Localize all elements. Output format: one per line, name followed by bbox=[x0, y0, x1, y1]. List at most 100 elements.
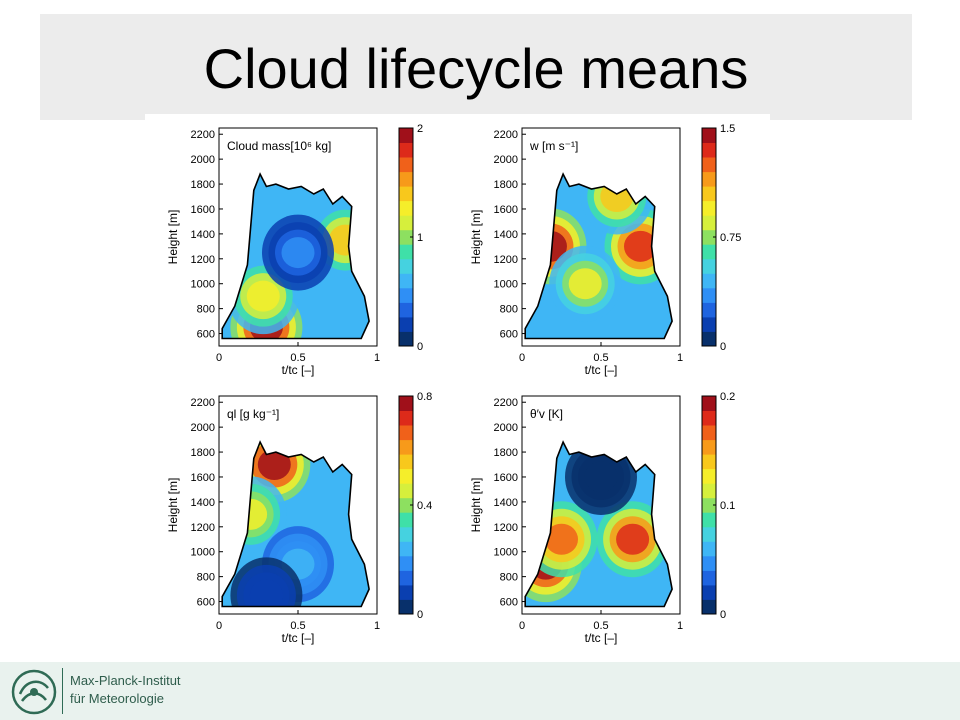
panel-title: Cloud mass[10⁶ kg] bbox=[227, 139, 331, 153]
colorbar-segment bbox=[702, 273, 716, 289]
footer: Max-Planck-Institut für Meteorologie bbox=[0, 662, 960, 720]
colorbar-segment bbox=[399, 302, 413, 318]
colorbar-segment bbox=[399, 244, 413, 260]
colorbar-tick-label: 2 bbox=[417, 123, 423, 135]
colorbar-segment bbox=[399, 273, 413, 289]
panel-title: w [m s⁻¹] bbox=[529, 139, 578, 153]
chart-panel-2: 600 800 1000 1200 1400 1600 1800 2000 2200 0 0.5 1 t… bbox=[469, 123, 741, 377]
x-tick-label: 0.5 bbox=[290, 352, 305, 364]
y-tick-label: 1800 bbox=[191, 447, 215, 459]
y-tick-label: 2000 bbox=[191, 422, 215, 434]
x-tick-label: 0 bbox=[519, 352, 525, 364]
colorbar-tick-label: 0.2 bbox=[720, 391, 735, 403]
x-axis-label: t/tc [–] bbox=[585, 363, 618, 377]
x-tick-label: 1 bbox=[677, 620, 683, 632]
colorbar-tick-label: 0.4 bbox=[417, 500, 432, 512]
colorbar-segment bbox=[702, 526, 716, 542]
colorbar-segment bbox=[399, 526, 413, 542]
y-tick-label: 1800 bbox=[494, 179, 518, 191]
colorbar-segment bbox=[702, 497, 716, 513]
y-tick-label: 600 bbox=[197, 597, 215, 609]
y-tick-label: 2000 bbox=[191, 154, 215, 166]
x-tick-label: 0 bbox=[519, 620, 525, 632]
y-tick-label: 800 bbox=[197, 304, 215, 316]
y-tick-label: 1800 bbox=[191, 179, 215, 191]
colorbar-tick-label: 0.8 bbox=[417, 391, 432, 403]
colorbar-segment bbox=[399, 287, 413, 303]
y-tick-label: 800 bbox=[500, 572, 518, 584]
colorbar-segment bbox=[702, 200, 716, 216]
colorbar-segment bbox=[399, 454, 413, 470]
cloud-outline bbox=[221, 172, 370, 340]
colorbar-segment bbox=[702, 541, 716, 557]
colorbar-segment bbox=[702, 142, 716, 158]
y-tick-label: 1000 bbox=[191, 547, 215, 559]
colorbar-segment bbox=[399, 584, 413, 600]
colorbar-segment bbox=[702, 570, 716, 586]
y-tick-label: 2200 bbox=[191, 129, 215, 141]
y-tick-label: 1600 bbox=[191, 472, 215, 484]
y-axis-label: Height [m] bbox=[166, 210, 180, 265]
x-tick-label: 1 bbox=[374, 352, 380, 364]
colorbar-segment bbox=[399, 331, 413, 347]
colorbar-segment bbox=[399, 497, 413, 513]
colorbar-segment bbox=[399, 439, 413, 455]
y-tick-label: 1000 bbox=[494, 279, 518, 291]
y-tick-label: 600 bbox=[500, 329, 518, 341]
colorbar-segment bbox=[399, 142, 413, 158]
colorbar-segment bbox=[399, 410, 413, 426]
x-axis-label: t/tc [–] bbox=[585, 631, 618, 645]
colorbar-segment bbox=[399, 229, 413, 245]
colorbar-segment bbox=[399, 599, 413, 615]
colorbar-segment bbox=[399, 258, 413, 274]
org-name-line2: für Meteorologie bbox=[70, 691, 164, 706]
cloud-outline bbox=[524, 172, 673, 340]
colorbar-segment bbox=[702, 483, 716, 499]
x-axis-label: t/tc [–] bbox=[282, 363, 315, 377]
x-tick-label: 1 bbox=[374, 620, 380, 632]
colorbar-segment bbox=[702, 244, 716, 260]
colorbar-segment bbox=[399, 483, 413, 499]
data-feature-4 bbox=[600, 181, 634, 213]
title-bar: Cloud lifecycle means bbox=[40, 14, 912, 120]
colorbar-segment bbox=[702, 157, 716, 173]
y-tick-label: 1400 bbox=[191, 497, 215, 509]
y-tick-label: 800 bbox=[500, 304, 518, 316]
data-feature-2 bbox=[246, 280, 280, 312]
colorbar-tick-label: 1 bbox=[417, 232, 423, 244]
org-name-line1: Max-Planck-Institut bbox=[70, 673, 181, 688]
x-tick-label: 0.5 bbox=[593, 620, 608, 632]
data-feature-4 bbox=[249, 579, 283, 607]
colorbar-segment bbox=[702, 128, 716, 143]
y-tick-label: 1200 bbox=[191, 522, 215, 534]
colorbar-segment bbox=[702, 425, 716, 441]
y-tick-label: 1400 bbox=[494, 229, 518, 241]
colorbar-segment bbox=[702, 302, 716, 318]
colorbar-tick-label: 1.5 bbox=[720, 123, 735, 135]
y-axis-label: Height [m] bbox=[469, 478, 483, 533]
panel-title: θ′v [K] bbox=[530, 407, 563, 421]
colorbar-segment bbox=[702, 584, 716, 600]
y-tick-label: 1000 bbox=[494, 547, 518, 559]
colorbar-tick-label: 0 bbox=[720, 341, 726, 353]
colorbar-tick-label: 0.75 bbox=[720, 232, 741, 244]
y-tick-label: 2200 bbox=[191, 397, 215, 409]
y-axis-label: Height [m] bbox=[469, 210, 483, 265]
colorbar-segment bbox=[399, 186, 413, 202]
slide-title: Cloud lifecycle means bbox=[203, 37, 749, 100]
data-feature-3 bbox=[568, 268, 602, 300]
colorbar-tick-label: 0 bbox=[417, 609, 423, 621]
x-tick-label: 0 bbox=[216, 620, 222, 632]
y-tick-label: 1600 bbox=[191, 204, 215, 216]
colorbar-segment bbox=[399, 200, 413, 216]
x-tick-label: 0 bbox=[216, 352, 222, 364]
colorbar-tick-label: 0 bbox=[720, 609, 726, 621]
y-tick-label: 600 bbox=[500, 597, 518, 609]
y-tick-label: 2000 bbox=[494, 422, 518, 434]
colorbar-segment bbox=[702, 555, 716, 571]
colorbar-segment bbox=[702, 258, 716, 274]
y-tick-label: 600 bbox=[197, 329, 215, 341]
chart-panel-4: 600 800 1000 1200 1400 1600 1800 2000 2200 0 0.5 1 t… bbox=[469, 391, 735, 645]
y-tick-label: 1400 bbox=[494, 497, 518, 509]
colorbar-segment bbox=[399, 396, 413, 411]
